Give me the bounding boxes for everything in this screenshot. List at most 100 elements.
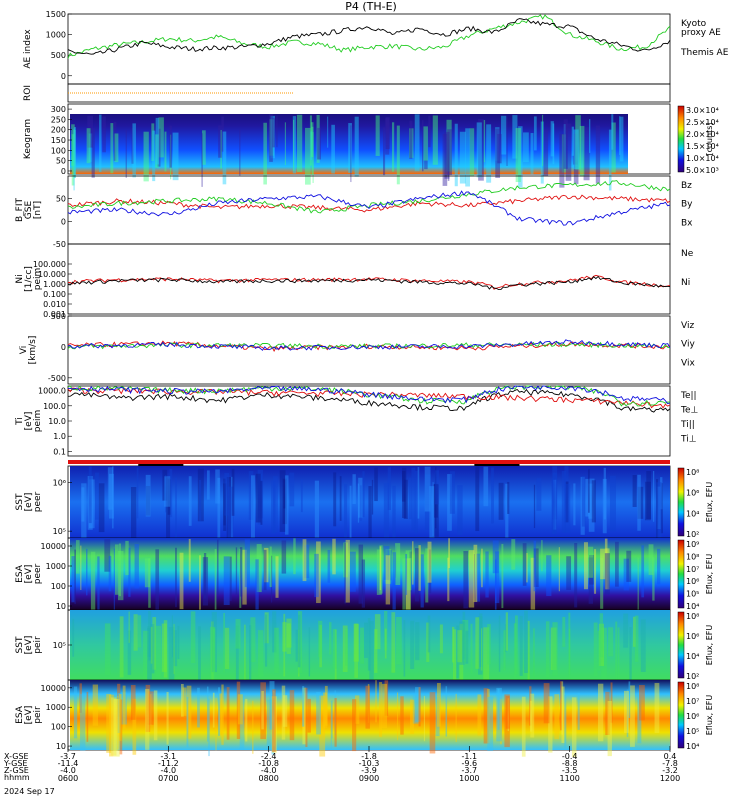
spectrogram-texture [546,555,552,597]
panel-frame [67,13,671,85]
colorbar-tick: 10⁷ [686,697,699,706]
legend-te-: Te⊥ [680,406,699,416]
xtick-value: -3.9 [361,766,377,775]
spectrogram-texture [507,698,509,732]
spectrogram-texture [365,685,370,729]
spectrogram-texture [409,128,414,158]
spectrogram-texture [463,551,469,609]
ylabel: ESA [15,564,25,583]
spectrogram-texture [119,616,124,678]
spectrogram-texture [589,119,591,153]
spectrogram-texture [640,619,646,672]
spectrogram-texture [367,684,370,723]
spectrogram-texture [652,470,655,522]
spectrogram-texture [483,466,489,507]
spectrogram-texture [223,478,226,526]
axis-row-label: X-GSE [4,752,29,761]
spectrogram-texture [487,689,490,744]
spectrogram-texture [155,625,162,677]
axis-date: 2024 Sep 17 [4,787,55,796]
ylabel: [eV] [24,706,34,725]
spectrogram-texture [344,484,348,540]
colorbar-label: Eflux, EFU [705,554,714,595]
spectrogram-texture [575,115,581,170]
spectrogram-texture [529,700,533,732]
spectrogram-texture [589,554,594,585]
spectrogram-texture [188,476,192,526]
legend-ti-: Ti|| [680,420,695,430]
spectrogram-texture [327,116,329,148]
spectrogram-texture [384,680,389,716]
spectrogram-texture [447,127,450,181]
spectrogram-texture [637,557,639,611]
spectrogram-texture [429,692,436,754]
spectrogram-texture [169,468,173,518]
spectrogram-texture [305,687,308,748]
spectrogram-texture [455,693,457,743]
colorbar-tick: 3.0×10⁴ [686,106,719,115]
xtick-value: -0.4 [562,752,578,761]
series-by [67,180,671,214]
axis-row-label: Y-GSE [3,759,27,768]
spectrogram-texture [342,625,348,672]
spectrogram-texture [442,133,448,186]
spectrogram-texture [383,546,390,580]
spectrogram-texture [263,549,267,591]
ylabel: peir [33,706,43,724]
spectrogram-texture [476,122,482,178]
spectrogram-texture [623,690,629,733]
xtick-value: -7.8 [662,759,678,768]
spectrogram-texture [536,478,542,511]
spectrogram-texture [487,696,494,752]
spectrogram-texture [456,625,459,679]
colorbar-tick: 10⁶ [686,489,699,498]
spectrogram-texture [223,556,230,605]
spectrogram-texture [391,612,396,673]
spectrogram-texture [587,468,590,513]
spectrogram-texture [349,485,352,543]
spectrogram-texture [175,477,177,540]
panel-frame [67,243,671,315]
spectrogram-texture [447,129,452,176]
spectrogram-texture [231,468,235,516]
spectrogram-texture [385,116,390,149]
spectrogram-texture [144,558,151,588]
spectrogram-texture [273,476,278,533]
spectrogram-texture [71,556,75,603]
spectrogram-texture [376,549,382,595]
spectrogram-texture [511,539,516,570]
spectrogram-texture [644,481,651,521]
spectrogram-texture [257,469,264,519]
spectrogram-texture [364,622,368,658]
spectrogram-texture [281,685,286,740]
spectrogram-texture [80,694,86,751]
ylabel: [eV] [24,636,34,655]
spectrogram-texture [147,691,154,725]
ytick-label: 10000 [41,542,66,551]
spectrogram-texture [422,120,424,172]
legend-ni: Ni [681,278,690,288]
spectrogram-texture [251,475,255,539]
spectrogram-texture [475,466,480,532]
spectrogram-texture [550,121,554,157]
xtick-value: -3.5 [562,766,578,775]
spectrogram-texture [541,540,543,572]
xtick-value: -9.6 [462,759,478,768]
ylabel: SST [15,636,25,653]
spectrogram-texture [289,690,295,741]
spectrogram-texture [274,627,279,674]
spectrogram-texture [198,626,201,681]
ylabel: [eV] [24,412,34,431]
ytick-label: 0.1 [53,447,66,456]
spectrogram-texture [331,700,333,739]
spectrogram-texture [150,624,152,684]
spectrogram-texture [212,692,215,728]
spectrogram-texture [626,689,629,738]
spectrogram-texture [279,470,286,532]
spectrogram-texture [227,486,234,548]
spectrogram-texture [409,551,412,593]
spectrogram-texture [206,686,209,742]
ytick-label: 10.000 [38,270,66,279]
spectrogram-texture [319,695,326,757]
